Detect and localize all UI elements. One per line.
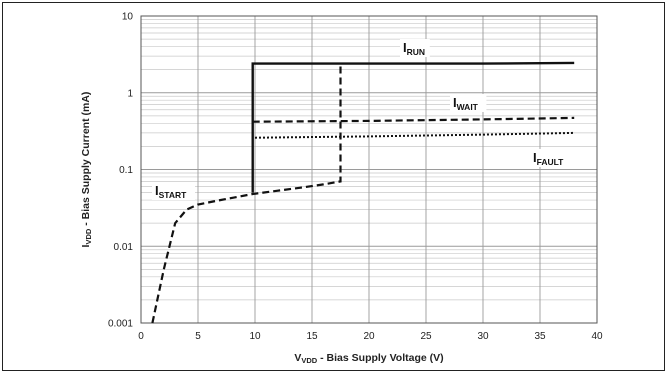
x-tick-label: 20 — [363, 331, 375, 342]
x-axis-title: VVDD - Bias Supply Voltage (V) — [294, 352, 443, 365]
x-tick-label: 15 — [306, 331, 318, 342]
series-line-i-start — [151, 63, 342, 324]
series-line-i-wait — [252, 116, 575, 123]
x-tick-label: 10 — [249, 331, 261, 342]
y-axis-title: IVDD - Bias Supply Current (mA) — [80, 92, 93, 248]
series-label-bg — [400, 39, 430, 57]
series-label-i-wait: IWAIT — [453, 95, 479, 112]
y-tick-label: 0.01 — [114, 242, 134, 253]
y-tick-label: 0.001 — [108, 319, 133, 330]
x-tick-label: 5 — [195, 331, 201, 342]
series-label-bg — [450, 94, 487, 112]
y-tick-label: 1 — [127, 88, 133, 99]
series-label-i-start: ISTART — [155, 183, 187, 200]
x-tick-label: 0 — [138, 331, 144, 342]
y-tick-labels: 0.001 0.01 0.1 1 10 — [108, 12, 133, 330]
x-tick-labels: 0 5 10 15 20 25 30 35 40 — [138, 331, 603, 342]
series-lines — [151, 61, 575, 324]
x-tick-label: 40 — [591, 331, 603, 342]
series-labels: ISTART IRUN IWAIT IFAULT — [152, 39, 573, 200]
plot-area — [140, 15, 598, 324]
x-tick-label: 35 — [534, 331, 546, 342]
series-line-i-run — [251, 61, 575, 193]
y-tick-label: 10 — [122, 12, 134, 23]
series-line-i-fault — [254, 131, 575, 139]
chart-frame: 0 5 10 15 20 25 30 35 40 0.001 0.01 0.1 1 10 ISTART I… — [2, 2, 665, 371]
series-label-bg — [530, 149, 573, 167]
y-tick-label: 0.1 — [119, 165, 133, 176]
x-tick-label: 25 — [420, 331, 432, 342]
x-tick-label: 30 — [477, 331, 489, 342]
series-label-i-run: IRUN — [403, 40, 425, 57]
series-label-bg — [152, 182, 195, 200]
series-label-i-fault: IFAULT — [533, 150, 564, 167]
